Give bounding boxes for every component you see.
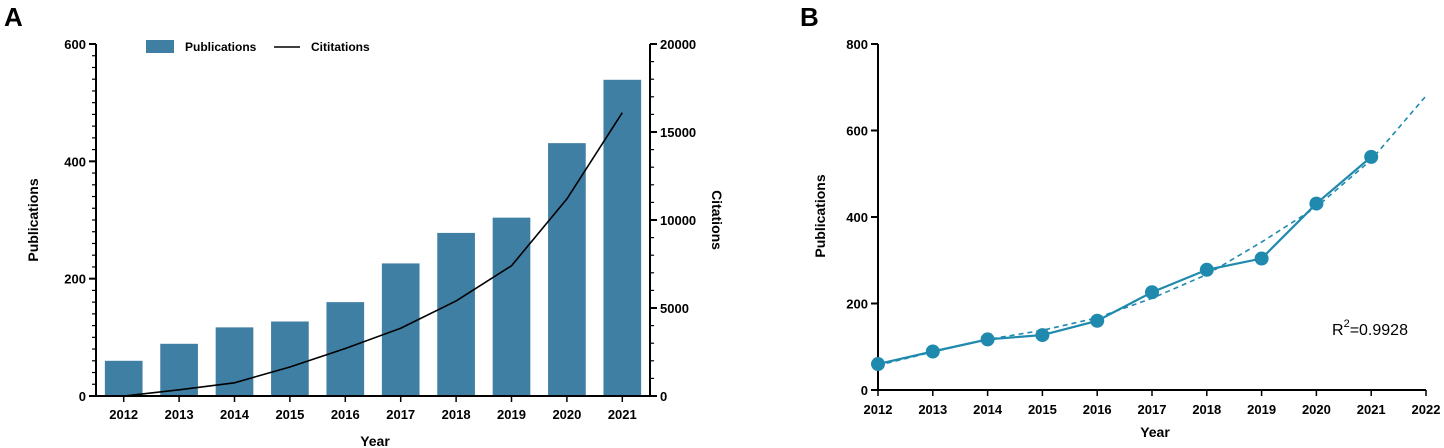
panel-label-b: B xyxy=(800,2,819,32)
b-x-tick-label-2013: 2013 xyxy=(918,402,947,417)
b-y-tick-label-400: 400 xyxy=(846,210,868,225)
right-tick-label-0: 0 xyxy=(660,389,667,404)
bar-2017 xyxy=(381,263,420,396)
x-tick-label-2016: 2016 xyxy=(331,407,360,422)
right-tick-label-15000: 15000 xyxy=(660,125,696,140)
b-x-tick-label-2022: 2022 xyxy=(1412,402,1441,417)
chart-a-line xyxy=(123,112,623,397)
point-2012 xyxy=(871,357,885,372)
bar-2018 xyxy=(437,232,475,396)
x-tick-label-2021: 2021 xyxy=(608,407,637,422)
chart-b-axes: 0 200 400 600 800 2012 2013 2014 2015 2016 2017 201… xyxy=(846,37,1440,417)
b-y-tick-label-800: 800 xyxy=(846,37,868,52)
r2-sup: 2 xyxy=(1344,318,1350,330)
chart-a-y2label: Citations xyxy=(709,190,725,250)
b-x-tick-label-2020: 2020 xyxy=(1302,402,1331,417)
bar-2021 xyxy=(603,79,642,396)
b-x-tick-label-2018: 2018 xyxy=(1192,402,1221,417)
legend-label-publications: Publications xyxy=(185,40,257,54)
r2-prefix: R xyxy=(1332,322,1344,339)
bar-2012 xyxy=(104,360,143,396)
chart-b-xlabel: Year xyxy=(1140,424,1170,440)
chart-b-points xyxy=(871,149,1379,372)
chart-a-legend: Publications Cititations xyxy=(146,40,370,54)
x-tick-label-2020: 2020 xyxy=(552,407,581,422)
citations-line xyxy=(123,112,623,397)
right-tick-label-5000: 5000 xyxy=(660,301,689,316)
point-2015 xyxy=(1035,328,1050,343)
bar-2013 xyxy=(160,343,198,396)
point-2013 xyxy=(925,344,940,359)
b-x-tick-label-2017: 2017 xyxy=(1138,402,1167,417)
point-2017 xyxy=(1145,285,1159,300)
bar-2020 xyxy=(548,143,586,396)
point-2014 xyxy=(980,332,995,347)
x-tick-label-2017: 2017 xyxy=(386,407,415,422)
point-2021 xyxy=(1364,149,1379,164)
x-tick-label-2018: 2018 xyxy=(442,407,471,422)
b-y-tick-label-600: 600 xyxy=(846,124,868,139)
bar-2015 xyxy=(271,321,309,396)
x-tick-label-2019: 2019 xyxy=(497,407,526,422)
b-x-tick-label-2012: 2012 xyxy=(864,402,893,417)
chart-b-r2-annotation: R2=0.9928 xyxy=(1332,318,1408,339)
b-x-tick-label-2016: 2016 xyxy=(1083,402,1112,417)
chart-a-axes: 0 200 400 600 0 5000 10000 15000 20000 2012 2013 20… xyxy=(64,37,696,422)
chart-b-line xyxy=(877,156,1372,366)
b-y-tick-label-0: 0 xyxy=(861,383,868,398)
bar-2019 xyxy=(492,217,531,396)
left-tick-label-400: 400 xyxy=(64,154,86,169)
right-tick-label-20000: 20000 xyxy=(660,37,696,52)
left-tick-label-200: 200 xyxy=(64,272,86,287)
publications-line xyxy=(877,156,1372,366)
point-2020 xyxy=(1309,196,1324,211)
x-tick-label-2012: 2012 xyxy=(109,407,138,422)
x-tick-label-2015: 2015 xyxy=(275,407,304,422)
chart-a-bars xyxy=(104,79,642,396)
left-tick-label-600: 600 xyxy=(64,37,86,52)
point-2018 xyxy=(1199,262,1214,277)
left-tick-label-0: 0 xyxy=(79,389,86,404)
x-tick-label-2014: 2014 xyxy=(220,407,250,422)
r2-value: =0.9928 xyxy=(1350,322,1408,339)
b-y-tick-label-200: 200 xyxy=(846,297,868,312)
x-tick-label-2013: 2013 xyxy=(165,407,194,422)
right-tick-label-10000: 10000 xyxy=(660,213,696,228)
point-2016 xyxy=(1090,313,1105,328)
b-x-tick-label-2019: 2019 xyxy=(1247,402,1276,417)
point-2019 xyxy=(1254,251,1269,266)
chart-a-xlabel: Year xyxy=(360,433,390,448)
panel-label-a: A xyxy=(4,2,23,32)
bar-2014 xyxy=(215,327,254,396)
legend-label-citations: Cititations xyxy=(311,40,370,54)
legend-swatch-publications xyxy=(146,40,174,53)
b-x-tick-label-2014: 2014 xyxy=(973,402,1003,417)
chart-a-ylabel: Publications xyxy=(25,178,41,261)
chart-b-ylabel: Publications xyxy=(812,174,828,257)
b-x-tick-label-2021: 2021 xyxy=(1357,402,1386,417)
b-x-tick-label-2015: 2015 xyxy=(1028,402,1057,417)
